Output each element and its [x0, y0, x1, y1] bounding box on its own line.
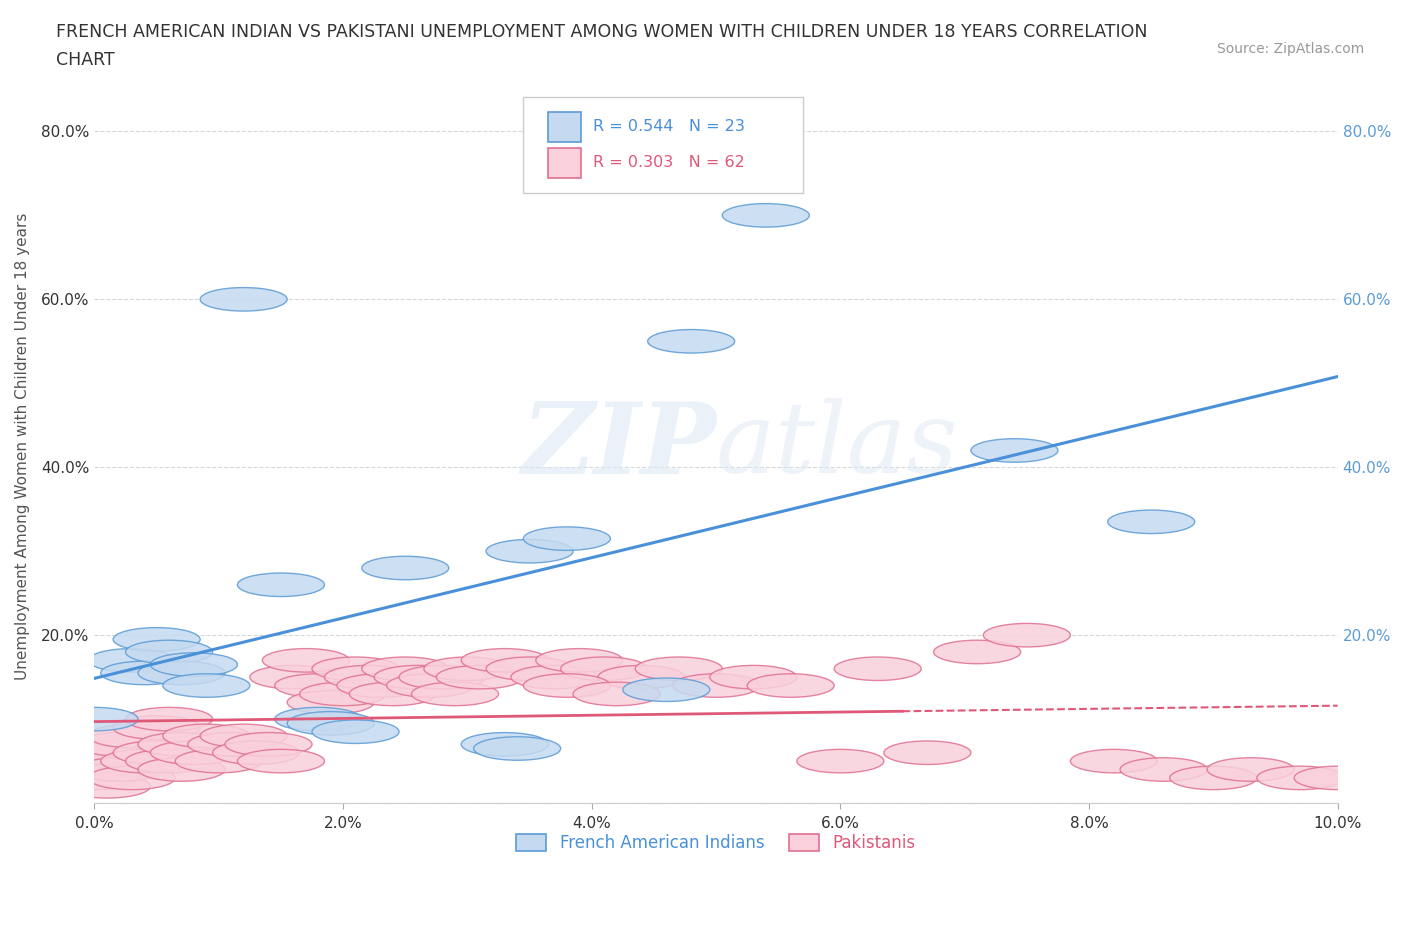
- Ellipse shape: [112, 716, 200, 739]
- Ellipse shape: [51, 766, 138, 790]
- Ellipse shape: [138, 758, 225, 781]
- Ellipse shape: [225, 733, 312, 756]
- Ellipse shape: [399, 665, 486, 689]
- Ellipse shape: [536, 648, 623, 672]
- Ellipse shape: [461, 733, 548, 756]
- Text: R = 0.303   N = 62: R = 0.303 N = 62: [593, 155, 745, 170]
- Legend: French American Indians, Pakistanis: French American Indians, Pakistanis: [510, 828, 922, 859]
- Ellipse shape: [747, 673, 834, 698]
- Ellipse shape: [51, 708, 138, 731]
- Ellipse shape: [523, 527, 610, 551]
- Text: R = 0.544   N = 23: R = 0.544 N = 23: [593, 119, 745, 134]
- Text: ZIP: ZIP: [522, 398, 716, 495]
- Ellipse shape: [672, 673, 759, 698]
- Ellipse shape: [361, 657, 449, 681]
- Ellipse shape: [412, 683, 499, 706]
- Ellipse shape: [312, 720, 399, 743]
- Ellipse shape: [287, 691, 374, 714]
- Ellipse shape: [163, 673, 250, 698]
- Ellipse shape: [89, 724, 176, 748]
- Ellipse shape: [150, 653, 238, 676]
- Ellipse shape: [1108, 510, 1195, 534]
- Ellipse shape: [561, 657, 648, 681]
- Ellipse shape: [274, 673, 361, 698]
- Ellipse shape: [89, 766, 176, 790]
- Ellipse shape: [299, 683, 387, 706]
- Ellipse shape: [125, 640, 212, 664]
- Ellipse shape: [474, 737, 561, 760]
- Ellipse shape: [63, 741, 150, 764]
- Ellipse shape: [461, 648, 548, 672]
- Ellipse shape: [510, 665, 598, 689]
- Ellipse shape: [89, 648, 176, 672]
- Ellipse shape: [101, 750, 188, 773]
- Ellipse shape: [200, 724, 287, 748]
- Ellipse shape: [76, 758, 163, 781]
- Ellipse shape: [163, 724, 250, 748]
- Ellipse shape: [349, 683, 436, 706]
- Ellipse shape: [250, 665, 337, 689]
- Ellipse shape: [274, 708, 361, 731]
- Ellipse shape: [325, 665, 412, 689]
- Ellipse shape: [112, 628, 200, 651]
- Ellipse shape: [1070, 750, 1157, 773]
- Ellipse shape: [1121, 758, 1208, 781]
- Text: Source: ZipAtlas.com: Source: ZipAtlas.com: [1216, 42, 1364, 56]
- Ellipse shape: [51, 750, 138, 773]
- Ellipse shape: [374, 665, 461, 689]
- Ellipse shape: [125, 708, 212, 731]
- Ellipse shape: [212, 741, 299, 764]
- Ellipse shape: [138, 661, 225, 684]
- Ellipse shape: [797, 750, 884, 773]
- Ellipse shape: [238, 573, 325, 596]
- FancyBboxPatch shape: [523, 97, 803, 193]
- Text: CHART: CHART: [56, 51, 115, 69]
- Ellipse shape: [598, 665, 685, 689]
- Ellipse shape: [486, 657, 574, 681]
- Ellipse shape: [436, 665, 523, 689]
- Ellipse shape: [710, 665, 797, 689]
- Ellipse shape: [425, 657, 510, 681]
- Ellipse shape: [1257, 766, 1344, 790]
- Ellipse shape: [623, 678, 710, 701]
- Ellipse shape: [983, 623, 1070, 647]
- Ellipse shape: [361, 556, 449, 579]
- Ellipse shape: [263, 648, 349, 672]
- Ellipse shape: [188, 733, 274, 756]
- Ellipse shape: [287, 711, 374, 735]
- Text: atlas: atlas: [716, 399, 959, 494]
- Ellipse shape: [125, 750, 212, 773]
- Ellipse shape: [834, 657, 921, 681]
- Text: FRENCH AMERICAN INDIAN VS PAKISTANI UNEMPLOYMENT AMONG WOMEN WITH CHILDREN UNDER: FRENCH AMERICAN INDIAN VS PAKISTANI UNEM…: [56, 23, 1147, 41]
- Y-axis label: Unemployment Among Women with Children Under 18 years: Unemployment Among Women with Children U…: [15, 213, 30, 680]
- Ellipse shape: [312, 657, 399, 681]
- Ellipse shape: [636, 657, 723, 681]
- FancyBboxPatch shape: [548, 148, 581, 178]
- Ellipse shape: [648, 329, 735, 353]
- Ellipse shape: [76, 733, 163, 756]
- Ellipse shape: [337, 673, 425, 698]
- FancyBboxPatch shape: [548, 112, 581, 141]
- Ellipse shape: [884, 741, 972, 764]
- Ellipse shape: [63, 775, 150, 798]
- Ellipse shape: [101, 661, 188, 684]
- Ellipse shape: [112, 741, 200, 764]
- Ellipse shape: [150, 741, 238, 764]
- Ellipse shape: [138, 733, 225, 756]
- Ellipse shape: [176, 750, 263, 773]
- Ellipse shape: [723, 204, 810, 227]
- Ellipse shape: [934, 640, 1021, 664]
- Ellipse shape: [1294, 766, 1381, 790]
- Ellipse shape: [574, 683, 659, 706]
- Ellipse shape: [238, 750, 325, 773]
- Ellipse shape: [1208, 758, 1294, 781]
- Ellipse shape: [523, 673, 610, 698]
- Ellipse shape: [200, 287, 287, 311]
- Ellipse shape: [387, 673, 474, 698]
- Ellipse shape: [1170, 766, 1257, 790]
- Ellipse shape: [972, 439, 1057, 462]
- Ellipse shape: [486, 539, 574, 563]
